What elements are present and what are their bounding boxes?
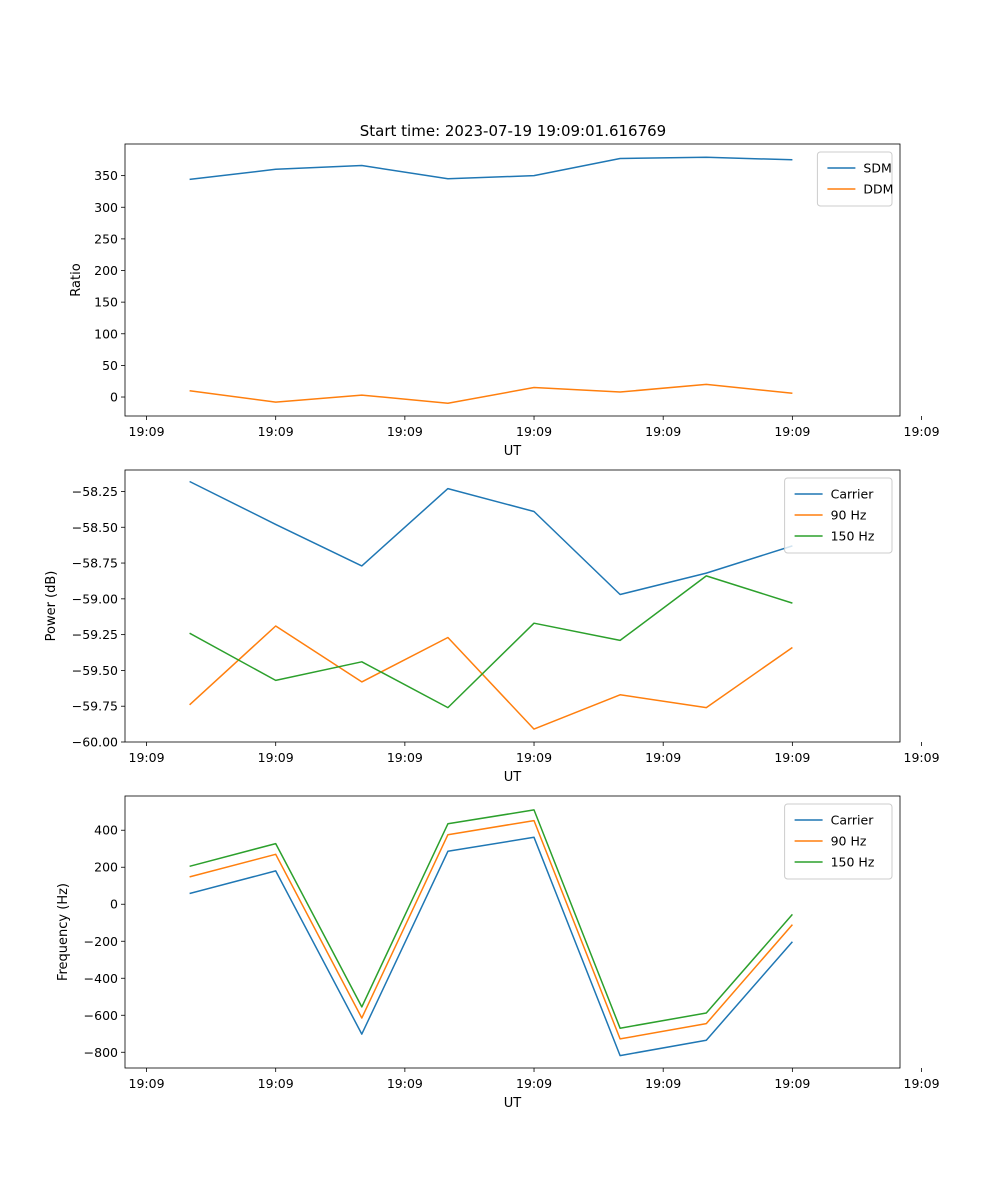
frequency-legend-box	[784, 803, 893, 880]
power-legend-label: 150 Hz	[831, 529, 875, 544]
frequency-x-tick-label: 19:09	[516, 1076, 552, 1091]
ratio-y-tick-label: 200	[94, 263, 118, 278]
ratio-x-tick-label: 19:09	[774, 424, 810, 439]
power-y-tick-label: −58.50	[72, 520, 118, 535]
ratio-chart-panel: 19:09 19:09 19:09 19:09 19:09 19:09 19:09 0 50 10…	[69, 143, 940, 459]
frequency-legend-label: Carrier	[831, 813, 875, 828]
ratio-y-tick-label: 50	[102, 358, 118, 373]
power-y-tick-label: −58.75	[72, 556, 118, 571]
power-y-tick-label: −60.00	[72, 735, 118, 750]
frequency-x-tick-label: 19:09	[258, 1076, 294, 1091]
power-x-tick-label: 19:09	[516, 750, 552, 765]
frequency-series-2-line	[189, 809, 793, 1029]
power-y-tick-label: −59.25	[72, 627, 118, 642]
power-x-axis-label: UT	[504, 770, 522, 785]
frequency-y-tick-label: 200	[94, 860, 118, 875]
ratio-x-tick-label: 19:09	[387, 424, 423, 439]
power-legend-box	[784, 477, 893, 554]
power-series-0-line	[189, 480, 793, 596]
ratio-series-0-line	[189, 156, 793, 181]
frequency-x-tick-label: 19:09	[904, 1076, 940, 1091]
power-legend-label: Carrier	[831, 487, 875, 502]
power-x-tick-label: 19:09	[774, 750, 810, 765]
frequency-x-axis-label: UT	[504, 1096, 522, 1111]
power-y-tick-label: −59.75	[72, 699, 118, 714]
power-y-tick-label: −59.50	[72, 663, 118, 678]
ratio-legend-box	[816, 151, 893, 207]
ratio-x-tick-label: 19:09	[129, 424, 165, 439]
ratio-x-tick-label: 19:09	[258, 424, 294, 439]
power-y-axis-label: Power (dB)	[44, 571, 59, 642]
frequency-y-tick-label: −600	[84, 1008, 118, 1023]
frequency-series-0-line	[189, 836, 793, 1057]
frequency-x-tick-label: 19:09	[645, 1076, 681, 1091]
frequency-y-tick-label: −400	[84, 971, 118, 986]
figure-title: Start time: 2023-07-19 19:09:01.616769	[360, 122, 666, 140]
power-legend-label: 90 Hz	[831, 508, 867, 523]
frequency-x-tick-label: 19:09	[387, 1076, 423, 1091]
frequency-axes-frame	[124, 795, 901, 1069]
power-x-tick-label: 19:09	[258, 750, 294, 765]
ratio-y-tick-label: 300	[94, 200, 118, 215]
frequency-legend-label: 90 Hz	[831, 834, 867, 849]
frequency-series-1-line	[189, 819, 793, 1040]
ratio-x-axis-label: UT	[504, 444, 522, 459]
power-series-1-line	[189, 625, 793, 730]
ratio-y-tick-label: 350	[94, 168, 118, 183]
ratio-y-tick-label: 150	[94, 295, 118, 310]
power-y-tick-label: −59.00	[72, 591, 118, 606]
frequency-x-tick-label: 19:09	[129, 1076, 165, 1091]
power-axes-frame	[124, 469, 901, 743]
power-x-tick-label: 19:09	[645, 750, 681, 765]
frequency-chart-panel: 19:09 19:09 19:09 19:09 19:09 19:09 19:09 −800 −…	[56, 795, 940, 1111]
ratio-y-tick-label: 250	[94, 231, 118, 246]
ratio-x-tick-label: 19:09	[516, 424, 552, 439]
ratio-y-axis-label: Ratio	[69, 263, 84, 296]
power-y-tick-label: −58.25	[72, 484, 118, 499]
power-x-tick-label: 19:09	[904, 750, 940, 765]
power-x-tick-label: 19:09	[129, 750, 165, 765]
ratio-x-tick-label: 19:09	[904, 424, 940, 439]
frequency-y-tick-label: 0	[110, 897, 118, 912]
ratio-y-tick-label: 0	[110, 390, 118, 405]
power-legend: Carrier 90 Hz 150 Hz	[784, 477, 893, 554]
frequency-legend-label: 150 Hz	[831, 855, 875, 870]
power-chart-panel: 19:09 19:09 19:09 19:09 19:09 19:09 19:09 −60.0…	[44, 469, 940, 785]
ratio-x-tick-label: 19:09	[645, 424, 681, 439]
ratio-axes-frame	[124, 143, 901, 417]
frequency-y-tick-label: −200	[84, 934, 118, 949]
frequency-y-tick-label: 400	[94, 823, 118, 838]
frequency-y-tick-label: −800	[84, 1045, 118, 1060]
ratio-series-1-line	[189, 383, 793, 405]
power-x-tick-label: 19:09	[387, 750, 423, 765]
ratio-legend: SDM DDM	[816, 151, 893, 207]
frequency-legend: Carrier 90 Hz 150 Hz	[784, 803, 893, 880]
frequency-x-tick-label: 19:09	[774, 1076, 810, 1091]
ratio-y-tick-label: 100	[94, 326, 118, 341]
frequency-y-axis-label: Frequency (Hz)	[56, 883, 71, 981]
power-series-2-line	[189, 575, 793, 709]
ratio-legend-label: DDM	[863, 182, 893, 197]
ratio-legend-label: SDM	[863, 161, 891, 176]
